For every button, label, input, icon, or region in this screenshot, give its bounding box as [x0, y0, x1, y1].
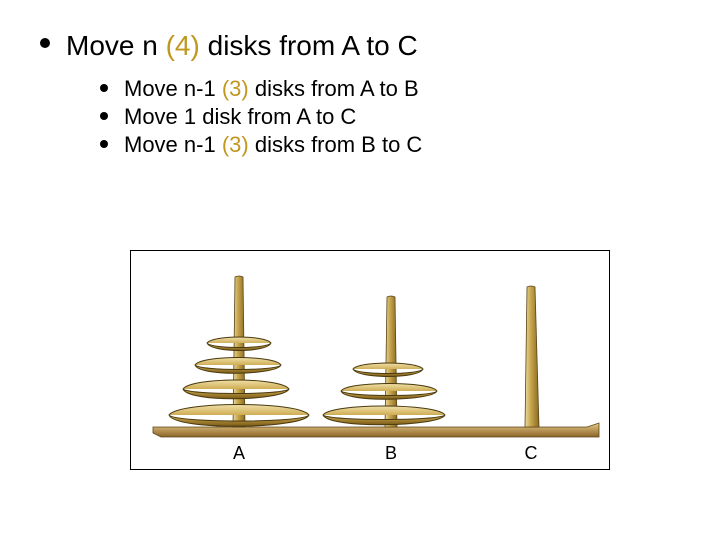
bullet-icon — [40, 38, 50, 48]
hanoi-svg: A B C — [131, 251, 611, 471]
sub-highlight: (3) — [222, 76, 249, 101]
peg-label-C: C — [525, 443, 538, 463]
sub-item-2: Move n-1 (3) disks from B to C — [100, 132, 680, 158]
sub-prefix: Move n-1 — [124, 76, 222, 101]
title-text: Move n (4) disks from A to C — [66, 30, 418, 62]
sub-text: Move 1 disk from A to C — [124, 104, 356, 130]
sub-highlight: (3) — [222, 132, 249, 157]
title-prefix: Move n — [66, 30, 166, 61]
peg-C — [525, 286, 539, 427]
bullet-icon — [100, 112, 108, 120]
sub-item-0: Move n-1 (3) disks from A to B — [100, 76, 680, 102]
sub-text: Move n-1 (3) disks from A to B — [124, 76, 419, 102]
bullet-icon — [100, 140, 108, 148]
hanoi-diagram: A B C — [130, 250, 610, 470]
peg-label-A: A — [233, 443, 245, 463]
sub-text: Move n-1 (3) disks from B to C — [124, 132, 422, 158]
title-row: Move n (4) disks from A to C — [40, 30, 680, 62]
sub-prefix: Move 1 disk from A to C — [124, 104, 356, 129]
sub-bullet-list: Move n-1 (3) disks from A to B Move 1 di… — [100, 76, 680, 158]
title-suffix: disks from A to C — [200, 30, 418, 61]
peg-label-B: B — [385, 443, 397, 463]
disk-B-1 — [323, 406, 445, 425]
sub-prefix: Move n-1 — [124, 132, 222, 157]
sub-suffix: disks from B to C — [249, 132, 423, 157]
sub-item-1: Move 1 disk from A to C — [100, 104, 680, 130]
sub-suffix: disks from A to B — [249, 76, 419, 101]
title-highlight: (4) — [166, 30, 200, 61]
bullet-icon — [100, 84, 108, 92]
